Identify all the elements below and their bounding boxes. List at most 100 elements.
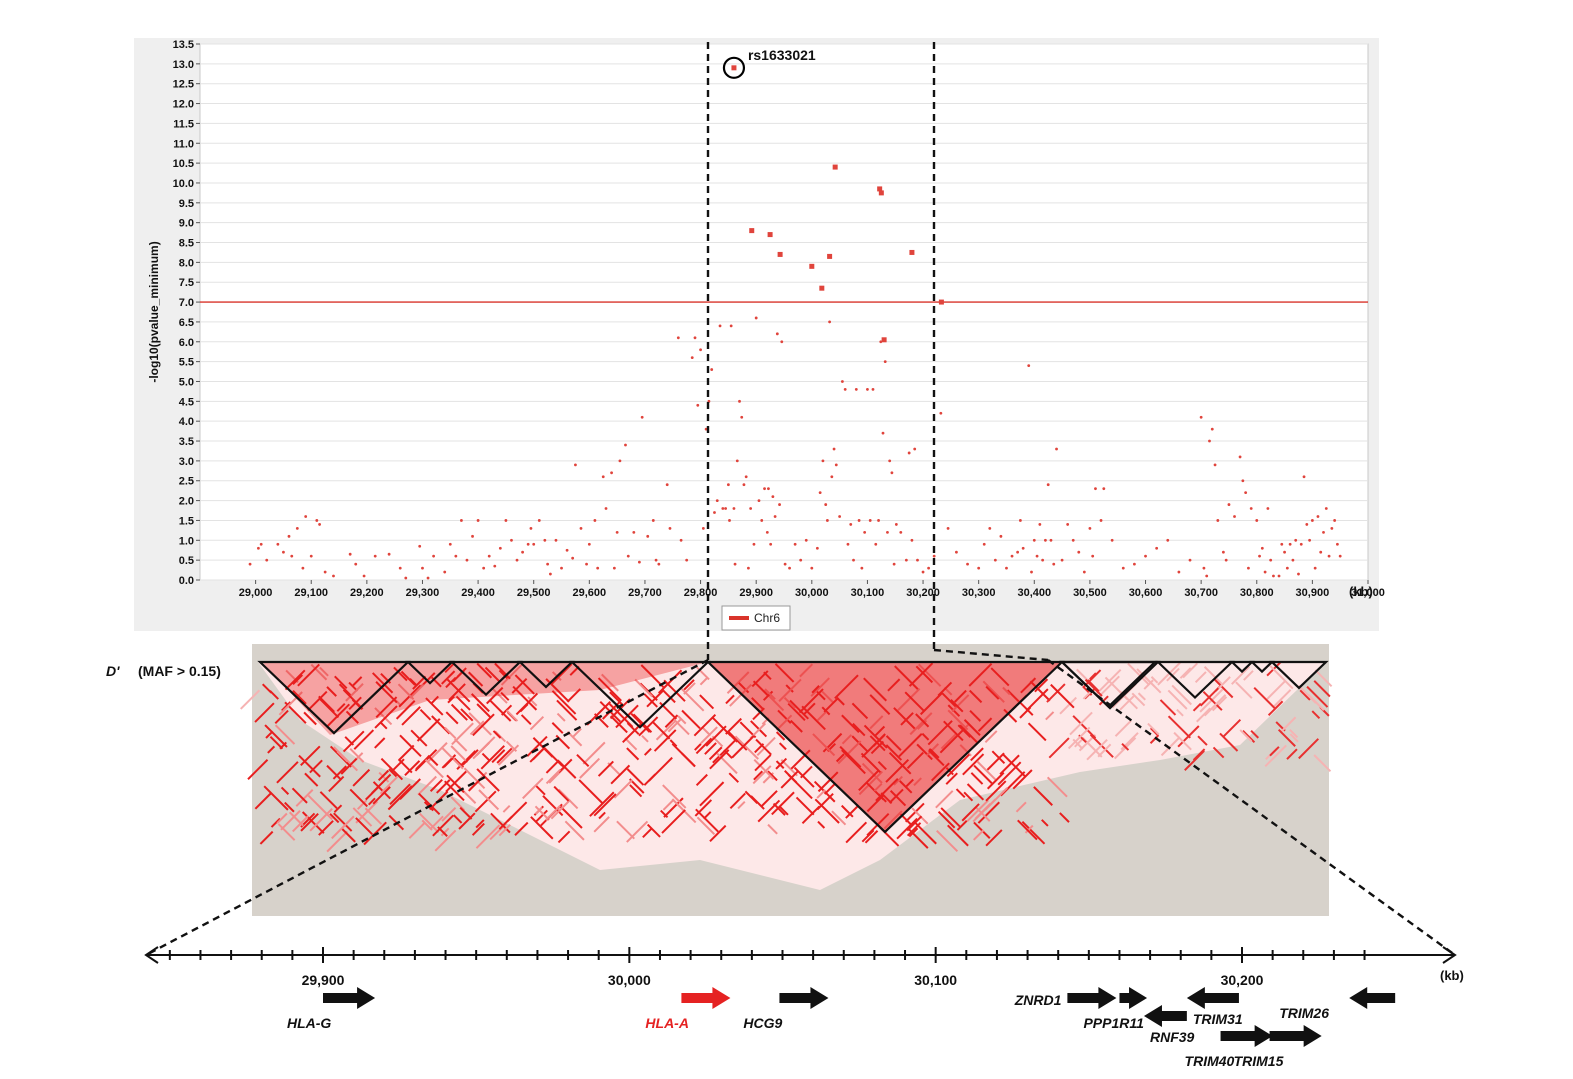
snp-point [1269, 558, 1273, 562]
snp-point [471, 534, 474, 538]
ld-cell [652, 721, 671, 740]
ld-cell [329, 745, 352, 768]
ld-cell [412, 675, 427, 690]
axis-left-arrowhead [144, 946, 159, 964]
y-tick-label: 2.0 [179, 496, 194, 508]
ld-cell [1235, 681, 1253, 699]
ld-cell [535, 785, 546, 796]
ld-cell [662, 798, 675, 811]
snp-point [738, 399, 741, 403]
snp-point [818, 491, 822, 495]
snp-point [830, 475, 834, 479]
ld-cell [520, 714, 532, 725]
snp-point [1333, 519, 1337, 522]
ld-cell [349, 788, 368, 808]
snp-point [295, 526, 299, 530]
snp-point [1021, 546, 1025, 550]
ld-cell [1166, 667, 1180, 682]
genes: HLA-G HLA-A HCG9 ZNRD1 PPP1R11 RNF39 TRIM31 TRI… [287, 987, 1396, 1069]
ld-cell [475, 819, 485, 829]
snp-point [301, 566, 305, 570]
ld-cell [319, 791, 338, 810]
snp-point [1288, 542, 1292, 546]
ld-cell [326, 830, 349, 853]
ld-cell [441, 806, 457, 822]
ld-cell [460, 708, 474, 722]
ld-cell [677, 715, 687, 725]
snp-point [888, 459, 892, 463]
ld-cell [708, 746, 723, 761]
snp-point [1166, 538, 1170, 542]
ld-cell [556, 699, 578, 721]
ld-cell [431, 715, 451, 735]
ld-cell [284, 669, 306, 691]
snp-point [699, 348, 702, 352]
ld-cell [681, 752, 696, 767]
ld-cell [453, 757, 465, 768]
ld-cell [408, 822, 425, 839]
ld-cell [986, 752, 1005, 771]
x-tick-label: 30,800 [1240, 587, 1274, 599]
snp-point [1291, 558, 1295, 562]
ld-cell [276, 761, 299, 784]
ld-cell [265, 730, 274, 739]
ld-cell [292, 674, 304, 686]
ld-cell [254, 791, 273, 810]
gene-axis-unit: (kb) [1440, 968, 1464, 983]
snp-point [304, 515, 308, 518]
snp-point [1177, 570, 1181, 574]
ld-cell [723, 749, 733, 759]
ld-cell [352, 807, 373, 827]
ld-cell [1203, 666, 1223, 685]
snp-point [1221, 550, 1225, 554]
ld-cell [1267, 700, 1284, 716]
y-tick-label: 2.5 [179, 476, 194, 488]
snp-point [841, 380, 844, 383]
ld-cell [601, 673, 619, 692]
ld-cell [1250, 729, 1260, 739]
ld-cell [344, 736, 355, 746]
ld-cell [545, 804, 561, 821]
ld-cell [514, 821, 529, 836]
snp-point [448, 542, 452, 546]
ld-cell [491, 749, 506, 764]
ld-cell [937, 810, 956, 829]
snp-point [846, 542, 850, 546]
x-tick-label: 29,000 [239, 587, 273, 599]
ld-cell [388, 768, 398, 778]
y-axis-label: -log10(pvalue_minimum) [147, 241, 161, 382]
ld-cell [966, 799, 989, 822]
ld-cell [775, 757, 788, 770]
ld-cell [1041, 819, 1049, 827]
snp-point [740, 415, 744, 419]
ld-cell [780, 770, 799, 789]
ld-cell [1279, 716, 1297, 734]
ld-dense-region [708, 662, 1062, 832]
ld-cell [545, 769, 561, 785]
snp-point [476, 519, 480, 522]
ld-cell [378, 771, 390, 783]
snp-point [637, 560, 641, 564]
snp-point [793, 542, 797, 546]
snp-point [504, 519, 508, 522]
ld-cell [1127, 662, 1150, 686]
ld-cell [940, 807, 962, 828]
ld-cell [984, 730, 998, 743]
ld-cell [655, 720, 676, 741]
ld-cell [326, 764, 342, 781]
ld-cell [643, 693, 658, 708]
ld-cell [472, 736, 496, 760]
y-tick-label: 6.5 [179, 317, 194, 329]
ld-cell [515, 692, 539, 716]
ld-cell [683, 682, 696, 695]
ld-cell [301, 811, 325, 834]
ld-cell [1034, 678, 1049, 693]
ld-cell [695, 737, 713, 755]
snp-point [465, 558, 469, 562]
snp-point [1255, 519, 1259, 522]
gene-arrow [681, 987, 731, 1009]
gene-label: TRIM15 [1234, 1053, 1284, 1069]
ld-cell [284, 801, 295, 813]
snp-point [1224, 558, 1228, 562]
snp-point [632, 530, 636, 534]
